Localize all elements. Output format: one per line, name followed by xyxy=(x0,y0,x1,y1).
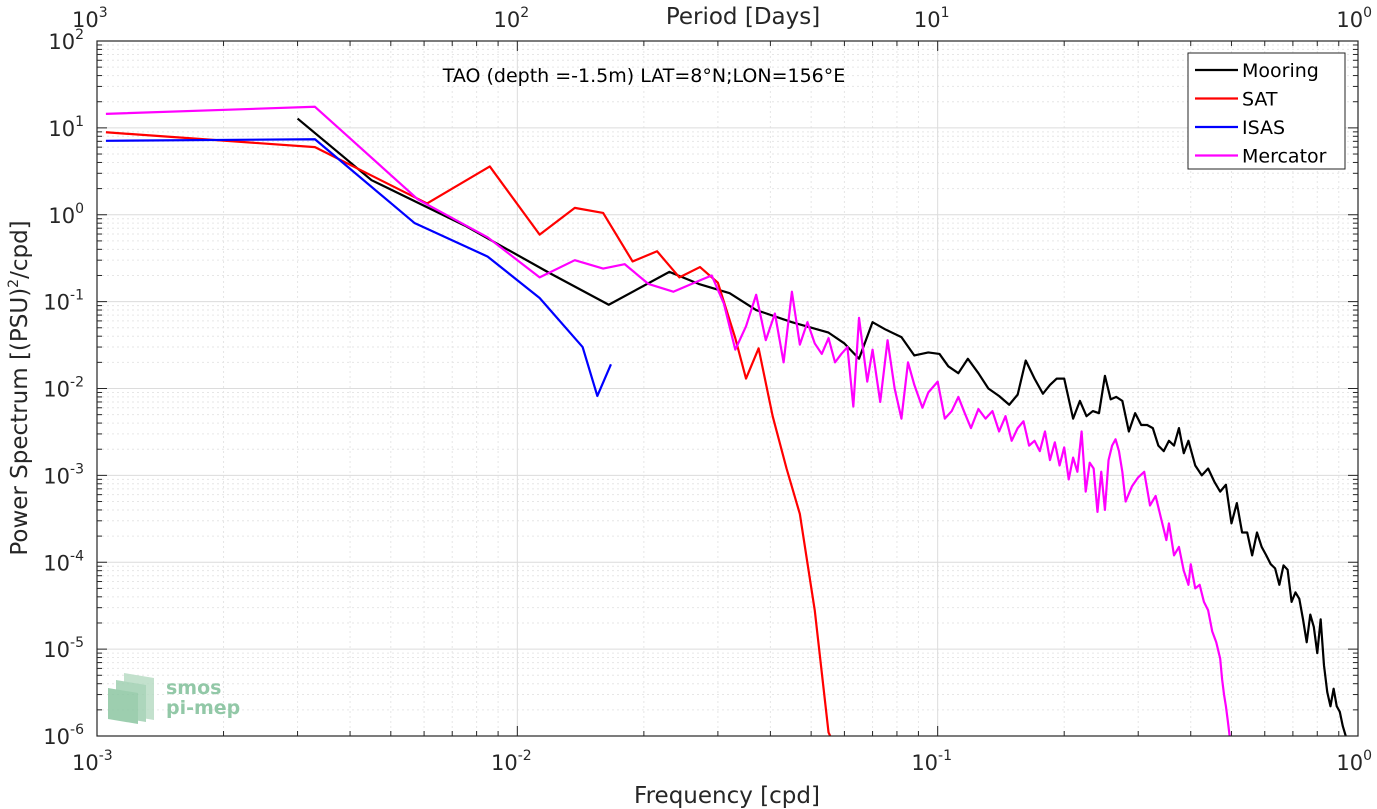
smos-pi-mep-logo: smos pi-mep xyxy=(108,673,240,724)
x-tick-label-base: 10 xyxy=(911,751,938,775)
x2-tick-label: 101 xyxy=(914,5,950,32)
legend-label-isas: ISAS xyxy=(1242,117,1285,139)
y-tick-label: 10-5 xyxy=(43,635,84,662)
x2-tick-label-exponent: 0 xyxy=(1363,5,1372,21)
series-line-isas xyxy=(105,138,612,398)
x-tick-label: 10-3 xyxy=(72,748,113,775)
legend: Mooring SAT ISAS Mercator xyxy=(1187,52,1346,170)
x-tick-label: 100 xyxy=(1336,748,1372,775)
x-tick-label-exponent: 0 xyxy=(1363,748,1372,764)
top-axis-label: Period [Days] xyxy=(666,4,820,30)
y-axis-label-tail: /cpd] xyxy=(7,220,33,279)
x2-tick-label-base: 10 xyxy=(1336,8,1363,32)
x2-tick-label-base: 10 xyxy=(494,8,521,32)
y-tick-label: 10-1 xyxy=(43,288,84,315)
chart-title: TAO (depth =-1.5m) LAT=8°N;LON=156°E xyxy=(442,65,846,87)
y-tick-label-base: 10 xyxy=(48,204,75,228)
legend-box xyxy=(1187,52,1346,170)
x2-tick-label: 103 xyxy=(72,5,108,32)
x-tick-label: 10-1 xyxy=(911,748,952,775)
x2-tick-label-base: 10 xyxy=(914,8,941,32)
y-tick-label-base: 10 xyxy=(43,638,70,662)
logo-mark-front xyxy=(108,688,138,724)
logo-text-smos: smos xyxy=(166,677,221,699)
y-tick-label: 100 xyxy=(48,201,84,228)
series-line-mooring xyxy=(296,117,1347,736)
series-layer xyxy=(105,105,1347,736)
x-tick-label-base: 10 xyxy=(491,751,518,775)
tick-marks xyxy=(96,40,1359,737)
legend-label-sat: SAT xyxy=(1242,89,1278,111)
y-tick-label-base: 10 xyxy=(43,551,70,575)
x2-tick-label-exponent: 3 xyxy=(99,5,108,21)
y-tick-label-base: 10 xyxy=(43,725,70,749)
y-axis-label-superscript: 2 xyxy=(6,279,22,288)
y-tick-label-exponent: -1 xyxy=(70,288,84,304)
x-tick-label-exponent: -1 xyxy=(938,748,952,764)
y-axis-label: Power Spectrum [(PSU)2/cpd] xyxy=(6,220,33,555)
series-line-sat xyxy=(105,131,832,736)
y-tick-label: 10-2 xyxy=(43,375,84,402)
y-tick-label-base: 10 xyxy=(48,117,75,141)
y-tick-label-exponent: -4 xyxy=(70,548,84,564)
series-line-mercator xyxy=(105,105,1231,736)
x-axis-label: Frequency [cpd] xyxy=(634,783,820,809)
y-tick-label: 10-3 xyxy=(43,461,84,488)
y-tick-label: 10-6 xyxy=(43,722,84,749)
y-tick-label-exponent: -3 xyxy=(70,461,84,477)
x2-tick-label-exponent: 1 xyxy=(941,5,950,21)
y-tick-label-base: 10 xyxy=(43,291,70,315)
y-tick-label: 102 xyxy=(48,27,84,54)
logo-text-pi-mep: pi-mep xyxy=(166,697,240,719)
y-tick-label-exponent: 2 xyxy=(75,27,84,43)
y-tick-label-base: 10 xyxy=(43,464,70,488)
x-tick-label-base: 10 xyxy=(1336,751,1363,775)
legend-items: Mooring SAT ISAS Mercator xyxy=(1195,60,1327,168)
x2-tick-label-base: 10 xyxy=(72,8,99,32)
x2-tick-label-exponent: 2 xyxy=(520,5,529,21)
x-tick-label-base: 10 xyxy=(72,751,99,775)
x-tick-label: 10-2 xyxy=(491,748,532,775)
y-tick-label-exponent: 0 xyxy=(75,201,84,217)
y-tick-label-exponent: 1 xyxy=(75,114,84,130)
y-axis-label-main: Power Spectrum [(PSU) xyxy=(7,288,33,556)
legend-label-mercator: Mercator xyxy=(1242,146,1327,168)
y-tick-label: 101 xyxy=(48,114,84,141)
x2-tick-label: 100 xyxy=(1336,5,1372,32)
legend-label-mooring: Mooring xyxy=(1242,60,1319,82)
y-tick-label-base: 10 xyxy=(48,30,75,54)
y-tick-label: 10-4 xyxy=(43,548,84,575)
x-tick-label-exponent: -3 xyxy=(99,748,113,764)
x-tick-label-exponent: -2 xyxy=(518,748,532,764)
y-tick-label-exponent: -2 xyxy=(70,375,84,391)
y-tick-label-exponent: -6 xyxy=(70,722,84,738)
y-tick-label-exponent: -5 xyxy=(70,635,84,651)
x2-tick-label: 102 xyxy=(494,5,530,32)
y-tick-label-base: 10 xyxy=(43,378,70,402)
